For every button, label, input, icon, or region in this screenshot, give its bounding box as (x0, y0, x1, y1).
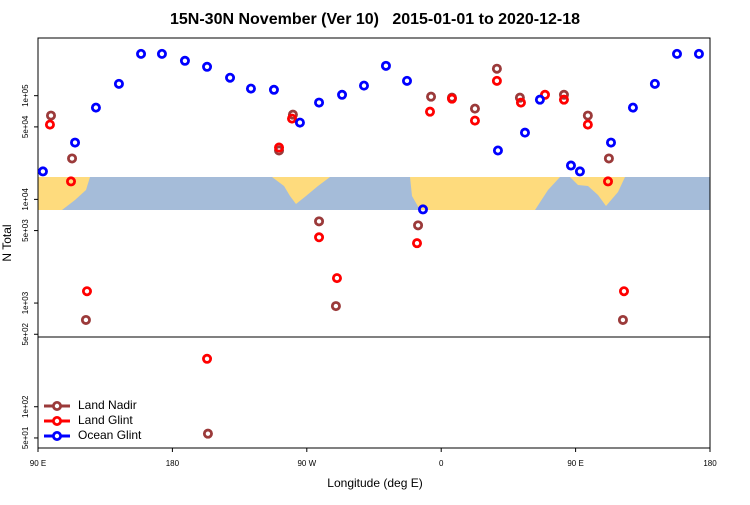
point (469, 103, 480, 114)
point (582, 119, 593, 130)
point (136, 48, 147, 59)
point (519, 127, 530, 138)
point (617, 314, 628, 325)
point (45, 110, 56, 121)
point (412, 238, 423, 249)
point (337, 89, 348, 100)
point (67, 153, 78, 164)
x-tick-label: 180 (166, 459, 180, 468)
point (70, 137, 81, 148)
point (314, 216, 325, 227)
point (314, 232, 325, 243)
y-tick-label: 1e+03 (21, 291, 30, 314)
point (603, 176, 614, 187)
point (179, 55, 190, 66)
point (446, 93, 457, 104)
y-tick-label: 1e+02 (21, 395, 30, 418)
point (268, 84, 279, 95)
point (66, 176, 77, 187)
point (491, 63, 502, 74)
point (491, 75, 502, 86)
y-tick-label: 5e+01 (21, 426, 30, 449)
point (113, 78, 124, 89)
point (156, 48, 167, 59)
x-tick-label: 180 (703, 459, 717, 468)
point (37, 166, 48, 177)
point (558, 89, 569, 100)
point (618, 286, 629, 297)
point (671, 48, 682, 59)
point (574, 166, 585, 177)
plot-frame (37, 37, 711, 449)
map-strip (38, 177, 710, 210)
point (649, 78, 660, 89)
legend-marker (52, 430, 63, 441)
point (225, 72, 236, 83)
y-tick-label: 5e+04 (21, 115, 30, 138)
point (558, 94, 569, 105)
point (330, 301, 341, 312)
point (693, 48, 704, 59)
point (426, 91, 437, 102)
legend-label: Ocean Glint (78, 428, 142, 442)
point (514, 92, 525, 103)
point (565, 160, 576, 171)
point (294, 117, 305, 128)
y-axis-label: N Total (0, 224, 14, 261)
point (534, 94, 545, 105)
point (245, 83, 256, 94)
point (603, 153, 614, 164)
y-tick-label: 5e+03 (21, 219, 30, 242)
point (80, 314, 91, 325)
point (81, 286, 92, 297)
legend-label: Land Glint (78, 413, 133, 427)
y-tick-label: 1e+05 (21, 84, 30, 107)
point (358, 80, 369, 91)
point (605, 137, 616, 148)
point (274, 142, 285, 153)
x-tick-label: 90 E (30, 459, 46, 468)
point (44, 119, 55, 130)
point (492, 145, 503, 156)
point (202, 61, 213, 72)
point (413, 220, 424, 231)
point (380, 60, 391, 71)
y-tick-label: 5e+02 (21, 322, 30, 345)
y-tick-label: 1e+04 (21, 188, 30, 211)
point (539, 89, 550, 100)
legend-label: Land Nadir (78, 398, 137, 412)
point (417, 204, 428, 215)
legend-marker (52, 400, 63, 411)
x-tick-label: 0 (439, 459, 444, 468)
point (469, 115, 480, 126)
point (314, 97, 325, 108)
x-axis-label: Longitude (deg E) (327, 476, 422, 490)
point (287, 113, 298, 124)
chart-title: 15N-30N November (Ver 10) 2015-01-01 to … (170, 11, 580, 28)
x-tick-label: 90 W (297, 459, 316, 468)
point (582, 110, 593, 121)
point (331, 273, 342, 284)
point (90, 102, 101, 113)
legend-marker (52, 415, 63, 426)
point (515, 97, 526, 108)
point (627, 102, 638, 113)
x-tick-label: 90 E (567, 459, 583, 468)
point (202, 428, 213, 439)
point (424, 106, 435, 117)
point (202, 353, 213, 364)
point (402, 75, 413, 86)
